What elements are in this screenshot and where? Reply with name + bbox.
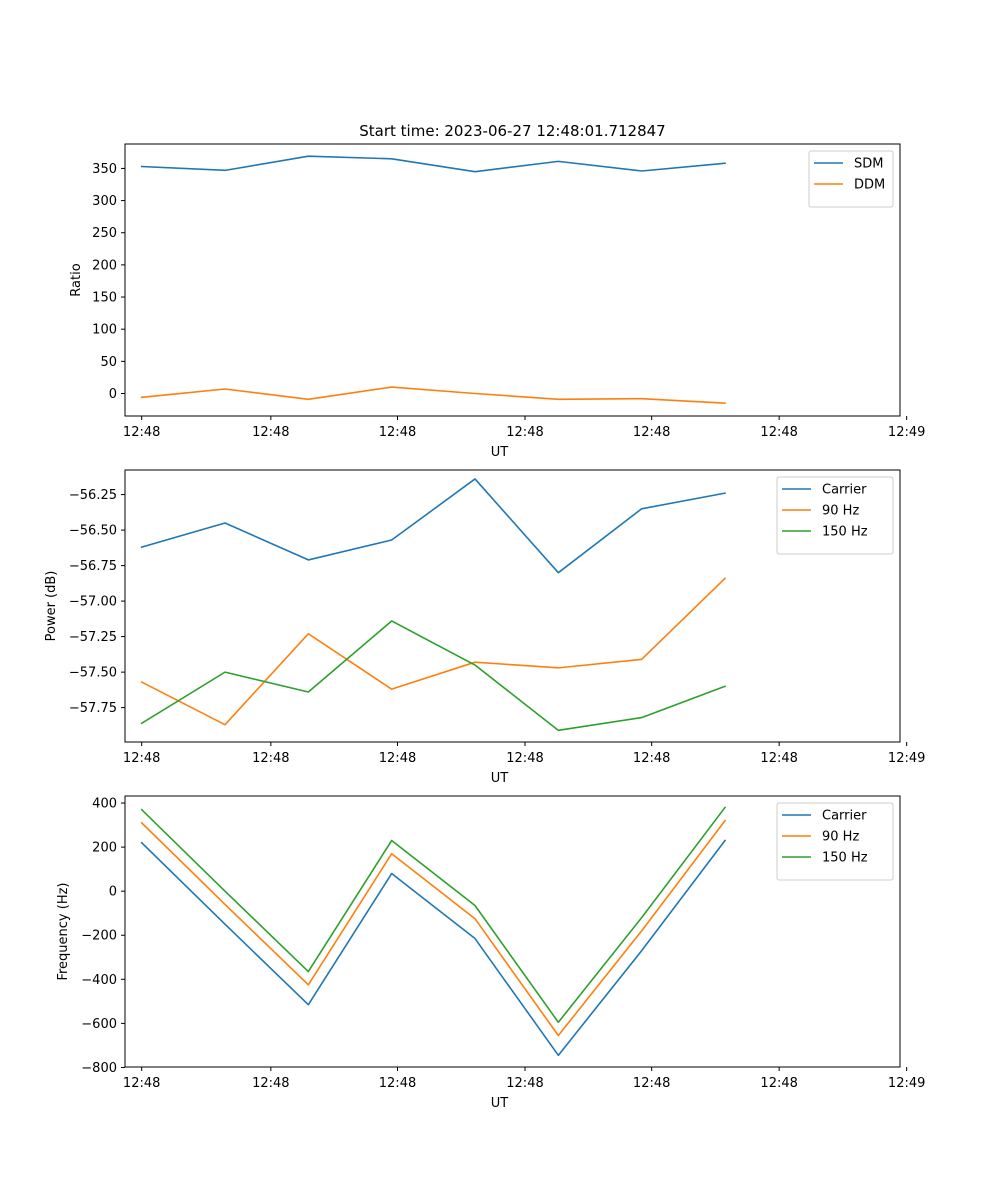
legend-label: 150 Hz: [822, 525, 868, 540]
legend-label: SDM: [854, 157, 883, 172]
y-tick-label: −200: [81, 929, 117, 944]
y-tick-label: 300: [92, 194, 117, 209]
y-tick-label: −600: [81, 1017, 117, 1032]
y-tick-label: −56.50: [69, 524, 117, 539]
x-tick-label: 12:48: [123, 425, 160, 440]
x-tick-label: 12:48: [633, 1076, 670, 1091]
x-tick-label: 12:48: [379, 1076, 416, 1091]
y-tick-label: 200: [92, 841, 117, 856]
x-tick-label: 12:49: [888, 425, 925, 440]
y-tick-label: 100: [92, 323, 117, 338]
series-line-150-hz: [140, 620, 727, 732]
y-tick-label: −57.75: [69, 701, 117, 716]
x-axis-label: UT: [491, 1096, 509, 1111]
x-tick-label: 12:49: [888, 1076, 925, 1091]
y-tick-label: 50: [100, 355, 117, 370]
series-line-ddm: [140, 386, 726, 404]
legend-box: [776, 476, 894, 555]
y-tick-label: −800: [81, 1061, 117, 1076]
y-tick-label: −57.00: [69, 595, 117, 610]
legend: Carrier 90 Hz 150 Hz: [776, 802, 894, 881]
x-tick-label: 12:48: [123, 1076, 160, 1091]
legend-label: 150 Hz: [822, 851, 868, 866]
y-tick-label: 250: [92, 226, 117, 241]
series-line-90-hz: [140, 819, 727, 1037]
y-axis-label: Frequency (Hz): [56, 882, 71, 980]
series-line-90-hz: [140, 577, 727, 726]
series-line-sdm: [140, 155, 726, 173]
plots-container: 12:48 12:48 12:48 12:48 12:48 12:48 12:49 0 50 10…: [44, 143, 925, 1111]
subplot-2: 12:48 12:48 12:48 12:48 12:48 12:48 12:49 −57.7…: [44, 469, 925, 786]
x-axis-label: UT: [491, 771, 509, 786]
y-tick-label: −57.25: [69, 630, 117, 645]
axes-frame: [124, 143, 901, 417]
figure-title: Start time: 2023-06-27 12:48:01.712847: [359, 122, 665, 140]
x-tick-label: 12:48: [760, 425, 797, 440]
legend-label: Carrier: [822, 483, 867, 498]
x-tick-label: 12:48: [506, 425, 543, 440]
legend-box: [808, 150, 894, 208]
y-tick-label: −56.75: [69, 559, 117, 574]
y-tick-label: 350: [92, 162, 117, 177]
x-tick-label: 12:49: [888, 751, 925, 766]
y-tick-label: 0: [109, 387, 117, 402]
subplot-1: 12:48 12:48 12:48 12:48 12:48 12:48 12:49 0 50 10…: [69, 143, 925, 460]
y-axis-label: Power (dB): [44, 571, 59, 642]
y-tick-label: −57.50: [69, 666, 117, 681]
legend-box: [776, 802, 894, 881]
x-axis-label: UT: [491, 445, 509, 460]
y-tick-label: 150: [92, 291, 117, 306]
x-tick-label: 12:48: [633, 425, 670, 440]
series-line-150-hz: [140, 806, 727, 1024]
x-tick-label: 12:48: [252, 1076, 289, 1091]
axes-frame: [124, 795, 901, 1068]
legend-label: Carrier: [822, 809, 867, 824]
legend: Carrier 90 Hz 150 Hz: [776, 476, 894, 555]
x-tick-label: 12:48: [379, 751, 416, 766]
axes-frame: [124, 469, 901, 743]
series-line-carrier: [140, 839, 727, 1057]
y-axis-label: Ratio: [69, 263, 84, 296]
legend-label: DDM: [854, 178, 885, 193]
y-tick-label: 400: [92, 797, 117, 812]
y-tick-label: −56.25: [69, 488, 117, 503]
x-tick-label: 12:48: [252, 425, 289, 440]
legend: SDM DDM: [808, 150, 894, 208]
legend-label: 90 Hz: [822, 504, 859, 519]
y-tick-label: 200: [92, 258, 117, 273]
x-tick-label: 12:48: [760, 751, 797, 766]
x-tick-label: 12:48: [760, 1076, 797, 1091]
legend-label: 90 Hz: [822, 830, 859, 845]
subplot-3: 12:48 12:48 12:48 12:48 12:48 12:48 12:49 −800 −…: [56, 795, 925, 1111]
x-tick-label: 12:48: [506, 1076, 543, 1091]
series-line-carrier: [140, 478, 726, 574]
x-tick-label: 12:48: [633, 751, 670, 766]
x-tick-label: 12:48: [379, 425, 416, 440]
y-tick-label: 0: [109, 885, 117, 900]
x-tick-label: 12:48: [123, 751, 160, 766]
x-tick-label: 12:48: [252, 751, 289, 766]
y-tick-label: −400: [81, 973, 117, 988]
x-tick-label: 12:48: [506, 751, 543, 766]
